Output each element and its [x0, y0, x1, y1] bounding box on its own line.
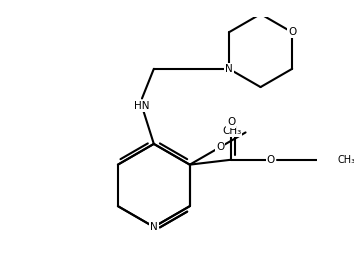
Text: N: N — [225, 64, 233, 74]
Text: CH₃: CH₃ — [338, 155, 354, 165]
Text: O: O — [227, 117, 235, 127]
Text: CH₃: CH₃ — [222, 126, 241, 137]
Text: N: N — [150, 222, 158, 232]
Text: O: O — [288, 27, 296, 37]
Text: O: O — [216, 142, 224, 152]
Text: HN: HN — [134, 101, 150, 111]
Text: O: O — [267, 155, 275, 165]
